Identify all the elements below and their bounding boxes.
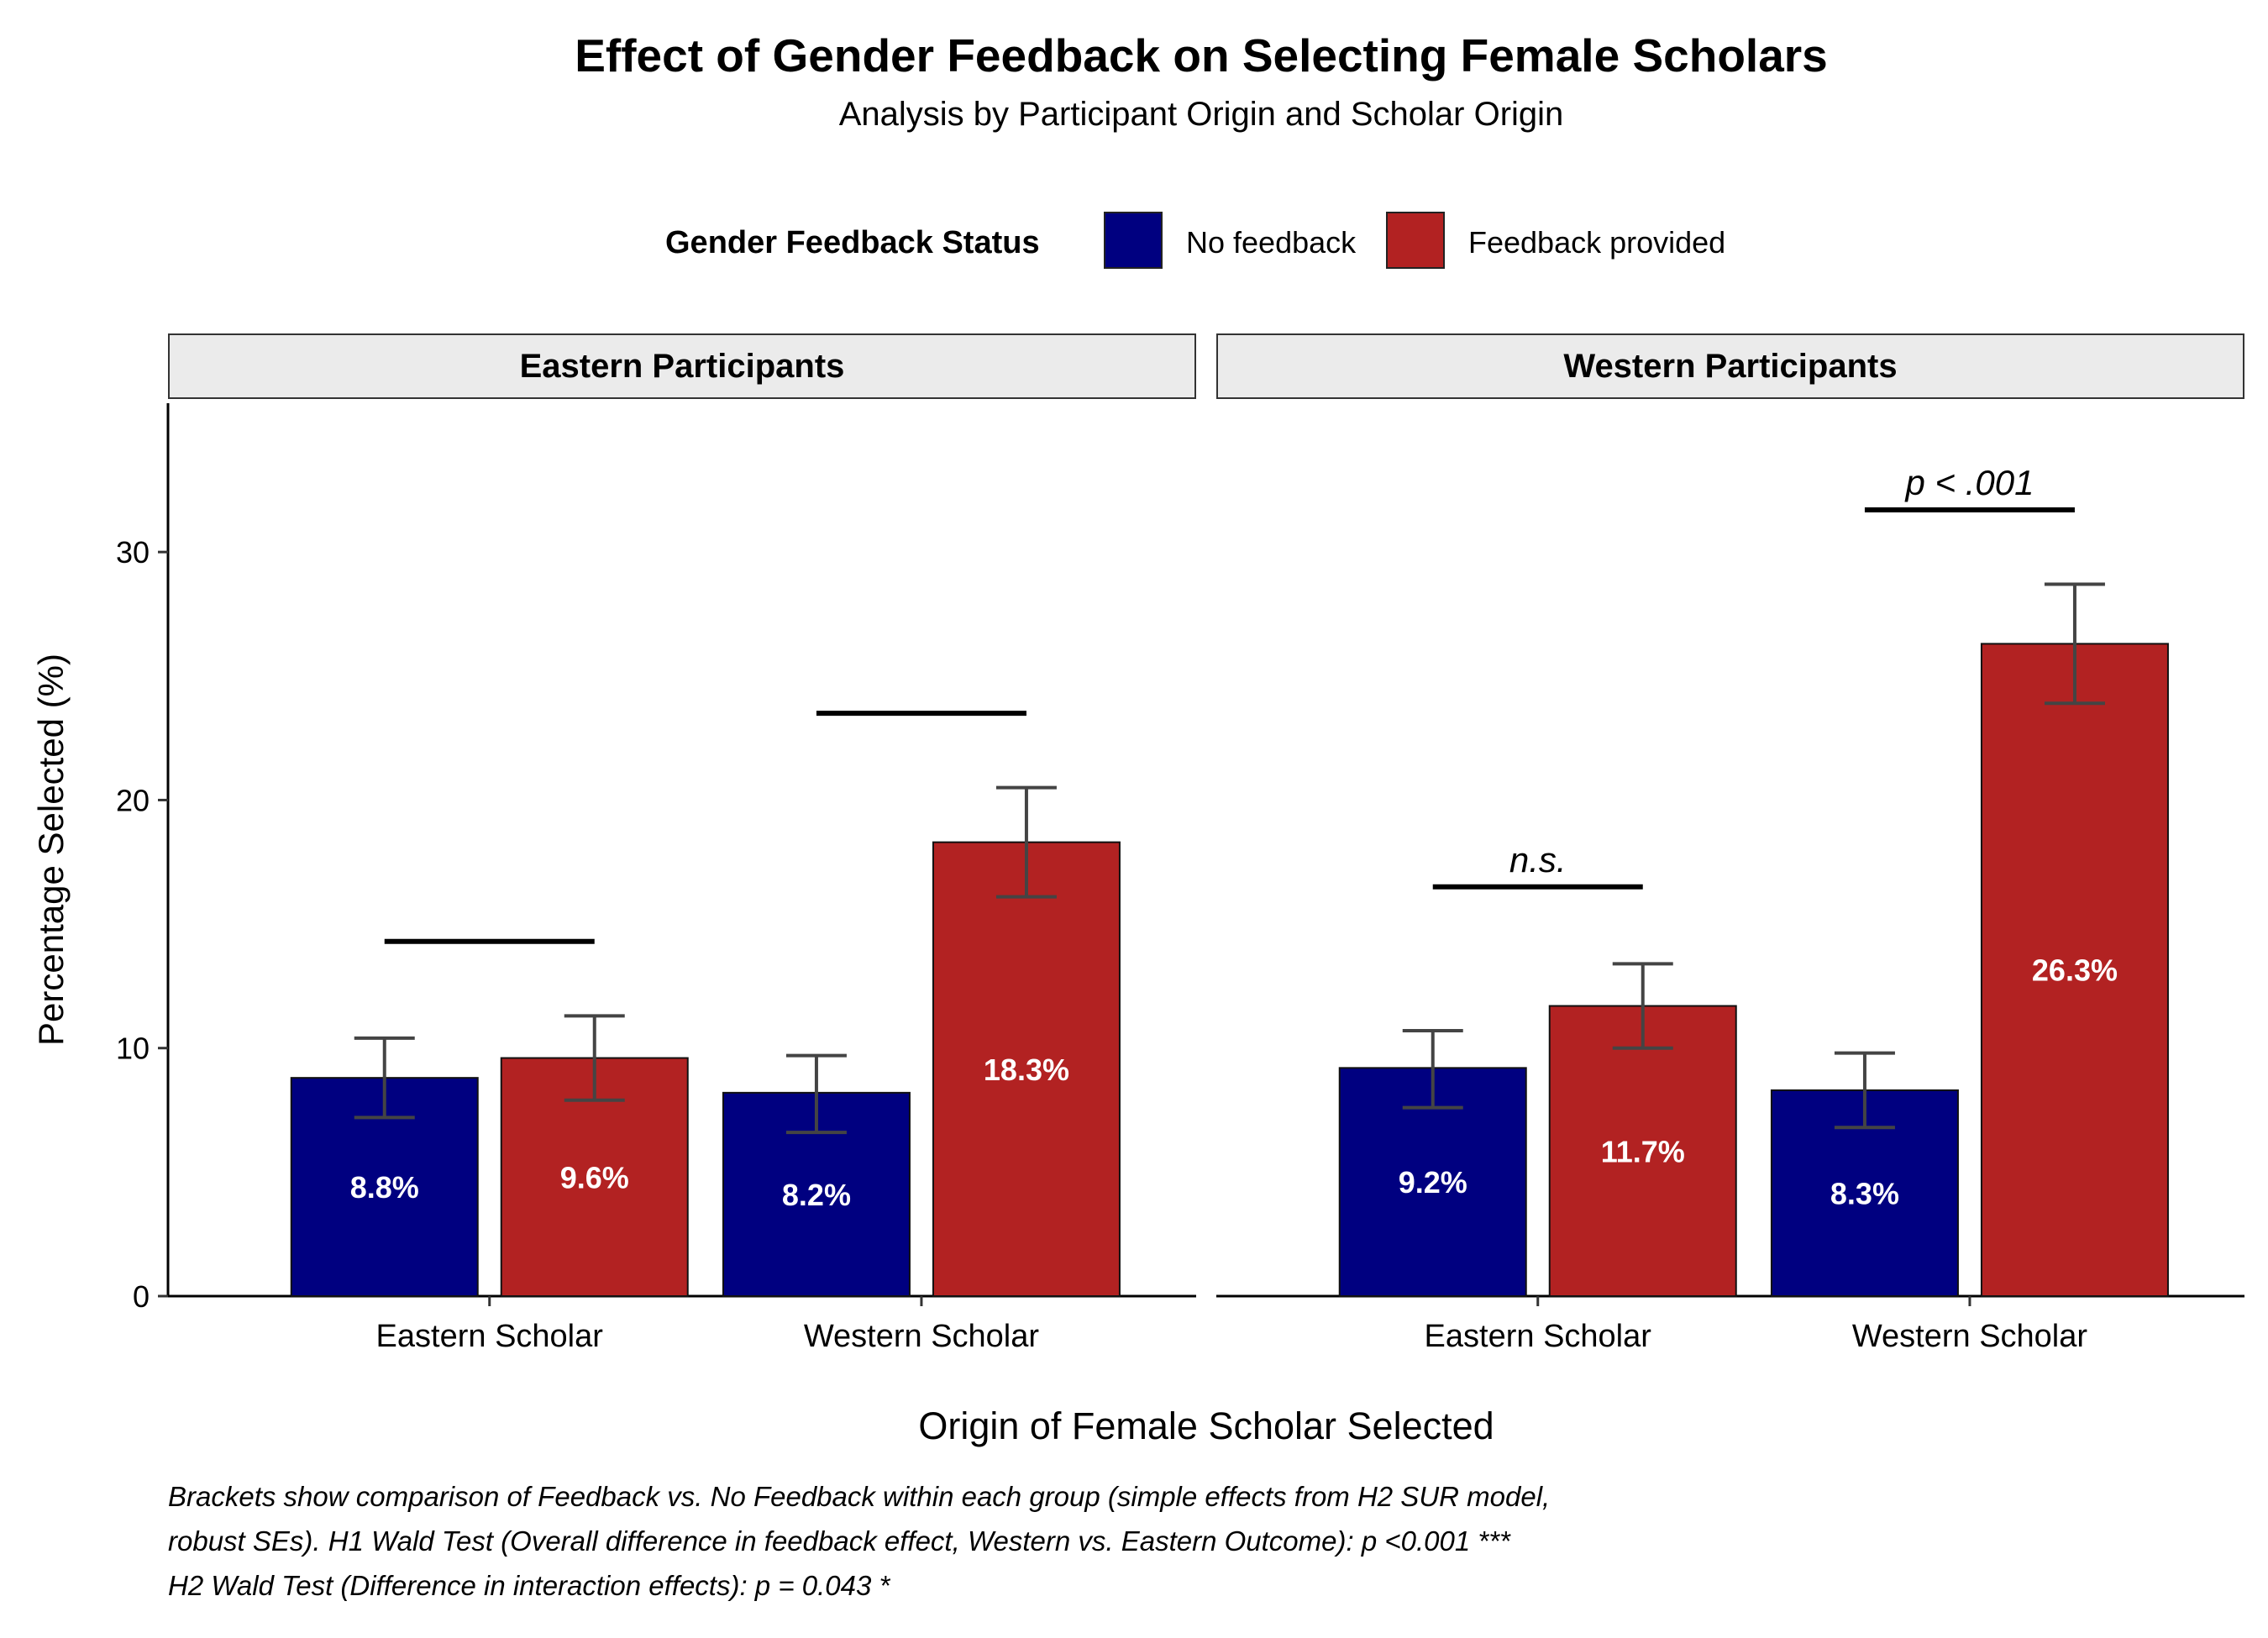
y-tick-label: 0 — [133, 1279, 150, 1314]
caption-line-3: H2 Wald Test (Difference in interaction … — [168, 1570, 890, 1601]
caption-line-2: robust SEs). H1 Wald Test (Overall diffe… — [168, 1525, 1510, 1557]
y-axis-title: Percentage Selected (%) — [31, 654, 71, 1046]
legend-title: Gender Feedback Status — [665, 225, 1040, 260]
significance-label: p < .001 — [1903, 463, 2034, 502]
bar-value-label: 8.8% — [350, 1170, 419, 1205]
bar-value-label: 9.6% — [560, 1160, 629, 1194]
bar-western-participants-western-scholar-feedback-provided — [1980, 643, 2169, 1297]
legend-label-feedback-provided: Feedback provided — [1468, 225, 1726, 260]
bar-eastern-participants-western-scholar-feedback-provided — [932, 841, 1121, 1297]
x-tick-label: Eastern Scholar — [376, 1319, 604, 1354]
legend-label-no-feedback: No feedback — [1186, 225, 1357, 260]
y-tick-label: 20 — [116, 783, 150, 817]
bar-western-participants-eastern-scholar-feedback-provided — [1548, 1005, 1737, 1298]
bar-value-label: 18.3% — [984, 1053, 1069, 1087]
x-tick-label: Western Scholar — [804, 1319, 1040, 1354]
x-tick-label: Western Scholar — [1852, 1319, 2088, 1354]
y-tick-label: 10 — [116, 1032, 150, 1066]
legend-swatch-feedback-provided — [1386, 212, 1445, 269]
bar-value-label: 11.7% — [1601, 1134, 1685, 1168]
facet-strip-western-participants: Western Participants — [1216, 333, 2244, 399]
caption-line-1: Brackets show comparison of Feedback vs.… — [168, 1481, 1551, 1512]
bar-value-label: 26.3% — [2032, 953, 2118, 988]
bar-value-label: 8.2% — [782, 1178, 851, 1212]
chart-subtitle: Analysis by Participant Origin and Schol… — [838, 96, 1564, 133]
x-tick-label: Eastern Scholar — [1425, 1319, 1652, 1354]
significance-label: n.s. — [1509, 840, 1567, 879]
bar-value-label: 8.3% — [1830, 1176, 1899, 1210]
bar-value-label: 9.2% — [1399, 1165, 1467, 1200]
facet-strip-eastern-participants: Eastern Participants — [168, 333, 1196, 399]
y-tick-label: 30 — [116, 535, 150, 570]
chart-title: Effect of Gender Feedback on Selecting F… — [575, 29, 1828, 81]
x-axis-title: Origin of Female Scholar Selected — [918, 1404, 1494, 1447]
legend-swatch-no-feedback — [1104, 212, 1163, 269]
